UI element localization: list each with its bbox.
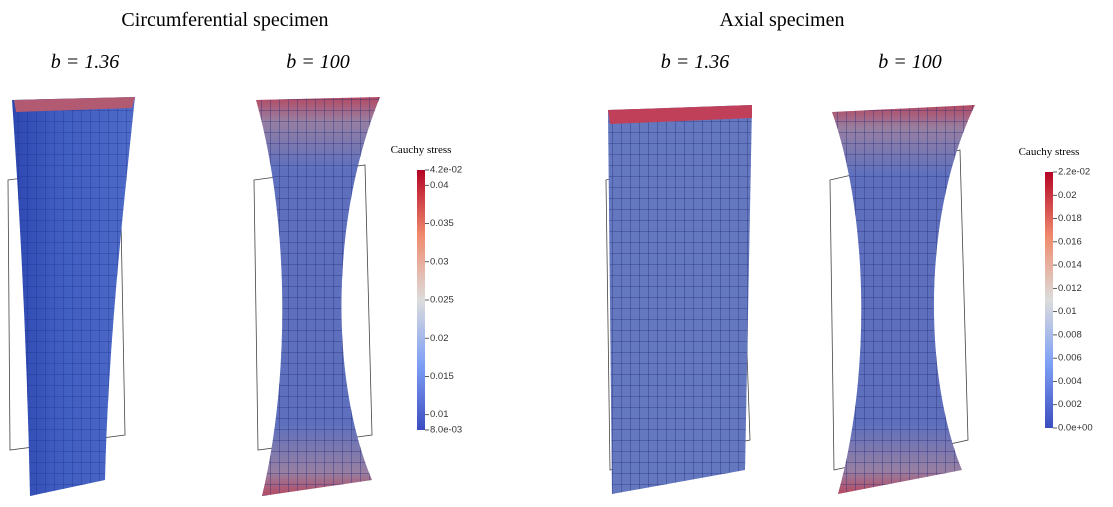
tick-label: 0.04	[430, 180, 449, 191]
tick-label: 0.006	[1058, 353, 1082, 364]
specimen	[608, 105, 752, 494]
tick-label: 0.01	[430, 409, 449, 420]
panel-title: Circumferential specimen	[121, 9, 328, 31]
tick-label: 0.016	[1058, 236, 1082, 247]
tick-label: 0.004	[1058, 376, 1082, 387]
specimen	[832, 105, 975, 494]
case-label: b = 1.36	[51, 51, 120, 73]
tick-label: 0.0e+00	[1058, 423, 1093, 434]
tick-label: 0.035	[430, 218, 454, 229]
specimen	[12, 97, 135, 496]
reference-box	[7, 149, 969, 471]
tick-label: 0.012	[1058, 283, 1082, 294]
case-label: b = 100	[286, 51, 350, 73]
colorbar	[417, 170, 425, 430]
tick-label: 4.2e-02	[430, 165, 462, 176]
tick-label: 8.0e-03	[430, 425, 462, 436]
tick-label: 0.03	[430, 256, 449, 267]
case-label: b = 1.36	[661, 51, 730, 73]
tick-label: 2.2e-02	[1058, 167, 1090, 178]
tick-label: 0.02	[430, 333, 449, 344]
tick-label: 0.01	[1058, 306, 1077, 317]
panel-title: Axial specimen	[720, 9, 845, 31]
tick-label: 0.018	[1058, 213, 1082, 224]
colorbar-title: Cauchy stress	[1019, 146, 1080, 158]
colorbar-title: Cauchy stress	[391, 144, 452, 156]
tick-label: 0.002	[1058, 399, 1082, 410]
tick-label: 0.014	[1058, 260, 1082, 271]
specimen	[256, 97, 380, 496]
tick-label: 0.025	[430, 295, 454, 306]
tick-label: 0.008	[1058, 329, 1082, 340]
case-label: b = 100	[878, 51, 942, 73]
tick-label: 0.015	[430, 371, 454, 382]
colorbar	[1045, 172, 1053, 428]
tick-label: 0.02	[1058, 190, 1077, 201]
